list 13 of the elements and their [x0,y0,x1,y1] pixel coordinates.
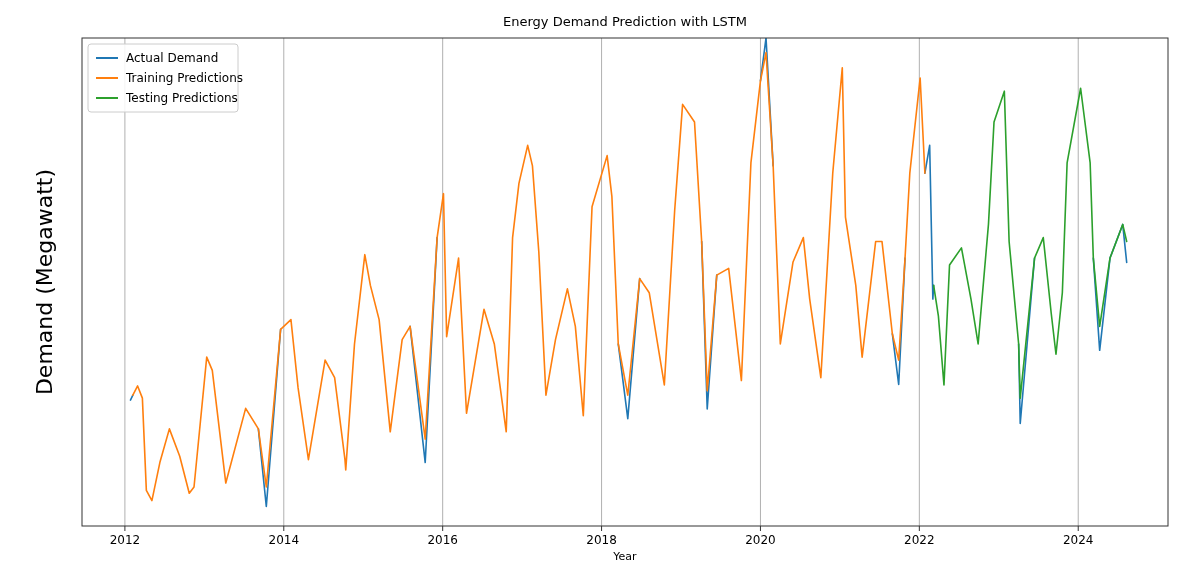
x-axis-title: Year [612,550,638,563]
legend-label: Testing Predictions [125,91,238,106]
x-tick-label: 2016 [427,533,458,547]
x-tick-label: 2018 [586,533,617,547]
x-tick-label: 2022 [904,533,935,547]
x-tick-label: 2024 [1062,533,1094,547]
y-axis-title: Demand (Megawatt) [32,168,57,396]
x-tick-label: 2012 [109,533,141,547]
x-tick-label: 2020 [745,533,776,547]
chart-title: Energy Demand Prediction with LSTM [503,14,747,29]
x-tick-label: 2014 [268,533,300,547]
legend-label: Actual Demand [126,51,219,66]
legend-label: Training Predictions [125,71,244,86]
